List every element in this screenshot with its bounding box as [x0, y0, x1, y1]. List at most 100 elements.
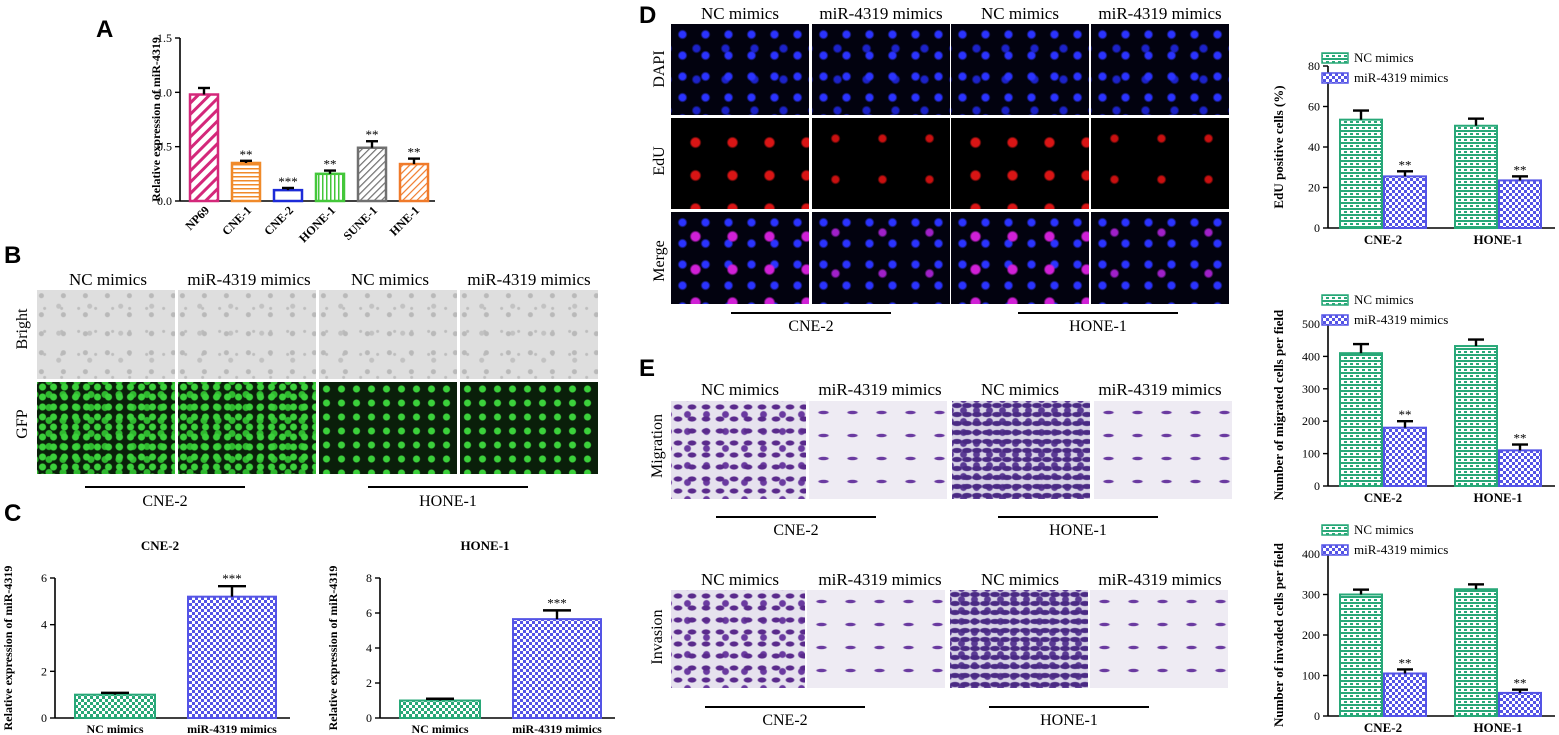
y-tick-label: 1.0 [157, 85, 172, 99]
panel-e-migration-group-cne2: CNE-2 [773, 522, 819, 539]
bar-nc-mimics [399, 699, 481, 719]
y-tick-label: 400 [1302, 349, 1320, 363]
panel-label-e: E [639, 355, 656, 382]
panel-e-header-3: NC mimics [981, 380, 1059, 399]
x-tick-label-hone-1: HONE-1 [1473, 232, 1522, 247]
x-tick-label-hne-1: HNE-1 [387, 203, 422, 238]
panel-e-migration-group-hone1: HONE-1 [1049, 522, 1107, 539]
x-tick-label-mir-4319-mimics: miR-4319 mimics [187, 722, 277, 735]
significance-label: ** [1514, 676, 1527, 691]
panel-b-group-hone1: HONE-1 [419, 493, 477, 510]
significance-label: ** [1399, 407, 1412, 422]
merge-image-hone1-mir [1091, 212, 1229, 304]
legend-swatch-nc-mimics [1321, 52, 1349, 64]
edu-image-cne2-nc [671, 118, 809, 209]
legend-label-nc-mimics: NC mimics [1354, 522, 1414, 537]
y-tick-label: 0 [1314, 479, 1320, 493]
x-tick-label-mir-4319-mimics: miR-4319 mimics [512, 722, 602, 735]
bar-cne-2-nc-mimics [1339, 593, 1383, 717]
panel-label-a: A [96, 16, 114, 43]
bar-hone-1-mir-4319-mimics [1498, 179, 1542, 230]
y-tick-label: 300 [1302, 588, 1320, 602]
panel-d-header-1: NC mimics [701, 4, 779, 23]
y-tick-label: 2 [366, 676, 372, 690]
y-tick-label: 2 [41, 664, 47, 678]
y-tick-label: 400 [1302, 547, 1320, 561]
y-tick-label: 20 [1308, 181, 1320, 195]
y-axis-label: Number of invaded cells per field [1271, 542, 1286, 727]
x-tick-label-cne-2: CNE-2 [261, 203, 296, 238]
y-tick-label: 0 [1314, 709, 1320, 723]
significance-label: ** [366, 127, 379, 142]
x-tick-label-hone-1: HONE-1 [1473, 720, 1522, 735]
panel-b-header-4: miR-4319 mimics [467, 270, 591, 289]
legend-label-mir-4319-mimics: miR-4319 mimics [1354, 542, 1448, 557]
significance-label: ** [324, 157, 337, 172]
chart-title: CNE-2 [141, 538, 179, 553]
gfp-image-cne2-nc [37, 382, 175, 474]
panel-d-row-merge: Merge [651, 240, 668, 282]
migration-image-hone1-nc [952, 401, 1090, 499]
panel-b-header-3: NC mimics [351, 270, 429, 289]
panel-e-invasion-group-line-1 [705, 706, 865, 708]
bar-cne-2-mir-4319-mimics [1383, 672, 1427, 718]
chart-e-migration: 0 100 200 300 400 500 Number of migrated cells… [1271, 292, 1555, 505]
panel-d-group-cne2: CNE-2 [788, 318, 834, 335]
bar-mir-4319-mimics [512, 618, 602, 719]
edu-image-cne2-mir [812, 118, 950, 209]
panel-e-header-1: NC mimics [701, 380, 779, 399]
y-tick-label: 100 [1302, 447, 1320, 461]
bar-hone-1-nc-mimics [1454, 124, 1498, 229]
edu-image-hone1-nc [951, 118, 1089, 209]
y-tick-label: 4 [366, 641, 372, 655]
significance-label: ** [1399, 655, 1412, 670]
bar-np69 [188, 93, 220, 203]
significance-label: ** [408, 145, 421, 160]
dapi-image-hone1-nc [951, 24, 1089, 115]
invasion-image-cne2-nc [671, 590, 805, 688]
bar-cne-2-mir-4319-mimics [1383, 426, 1427, 487]
legend-swatch-mir-4319-mimics [1321, 314, 1349, 326]
panel-d-header-4: miR-4319 mimics [1098, 4, 1222, 23]
panel-e-invasion-group-line-2 [989, 706, 1149, 708]
legend-swatch-nc-mimics [1321, 294, 1349, 306]
panel-b-row-bright: Bright [14, 308, 31, 350]
chart-c-cne2: 0 2 4 6 Relative expression of miR-4319 CNE-2… [1, 538, 290, 735]
bar-cne-1 [230, 161, 262, 203]
y-axis-label: Relative expression of miR-4319 [326, 566, 340, 731]
gfp-image-cne2-mir [178, 382, 316, 474]
panel-e-header-4: miR-4319 mimics [1098, 380, 1222, 399]
panel-b-group-cne2: CNE-2 [142, 493, 188, 510]
y-tick-label: 6 [366, 606, 372, 620]
y-axis-label: Relative expression of miR-4319 [150, 37, 163, 202]
significance-label: ** [1399, 157, 1412, 172]
y-axis-label: EdU positive cells (%) [1271, 85, 1286, 208]
significance-label: *** [278, 174, 298, 189]
panel-e-row-migration: Migration [649, 414, 666, 478]
y-tick-label: 200 [1302, 414, 1320, 428]
y-tick-label: 6 [41, 571, 47, 585]
panel-d-row-dapi: DAPI [651, 50, 668, 88]
panel-e-row-invasion: Invasion [649, 609, 666, 665]
bar-nc-mimics [74, 693, 156, 720]
panel-e-header-7: NC mimics [981, 570, 1059, 589]
panel-b-row-gfp: GFP [14, 409, 31, 439]
invasion-image-hone1-mir [1090, 590, 1228, 688]
panel-b-group-line-1 [85, 486, 245, 488]
edu-image-hone1-mir [1091, 118, 1229, 209]
x-tick-label-cne-2: CNE-2 [1364, 490, 1402, 505]
bar-cne-2-nc-mimics [1339, 352, 1383, 487]
y-tick-label: 100 [1302, 669, 1320, 683]
panel-e-header-5: NC mimics [701, 570, 779, 589]
y-axis-label: Number of migrated cells per field [1271, 309, 1286, 500]
legend-label-nc-mimics: NC mimics [1354, 50, 1414, 65]
chart-d-edu: 0 20 40 60 80 EdU positive cells (%) NC mimics… [1271, 50, 1555, 247]
legend-swatch-nc-mimics [1321, 524, 1349, 536]
bar-sune-1 [356, 146, 388, 203]
panel-d-row-edu: EdU [651, 146, 668, 176]
bar-hone-1-mir-4319-mimics [1498, 449, 1542, 487]
y-tick-label: 1.5 [157, 31, 172, 45]
bar-hone-1-nc-mimics [1454, 588, 1498, 717]
significance-label: *** [222, 571, 242, 586]
y-axis-label: Relative expression of miR-4319 [1, 566, 15, 731]
